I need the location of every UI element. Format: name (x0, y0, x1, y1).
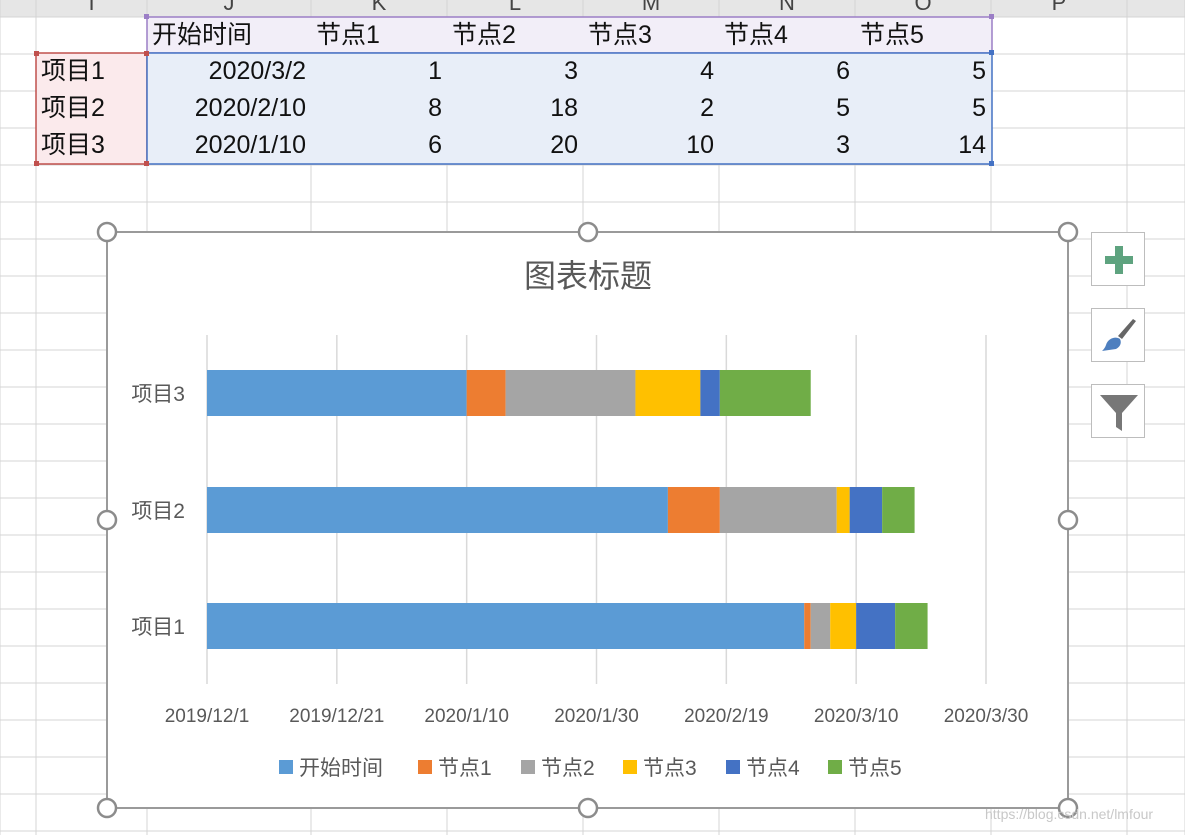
x-tick-label: 2019/12/1 (165, 706, 250, 727)
bar-segment[interactable] (836, 487, 850, 533)
table-cell[interactable]: 项目3 (41, 131, 105, 159)
bar-segment[interactable] (895, 603, 928, 649)
bar-segment[interactable] (810, 603, 831, 649)
plus-icon (1105, 246, 1133, 274)
table-cell[interactable]: 3 (564, 57, 578, 85)
bar-segment[interactable] (207, 370, 467, 416)
x-tick-label: 2020/3/30 (944, 706, 1029, 727)
table-cell[interactable]: 节点5 (860, 21, 924, 49)
table-cell[interactable]: 3 (836, 131, 850, 159)
chart-styles-button[interactable] (1091, 308, 1145, 362)
column-header[interactable]: O (914, 0, 932, 15)
table-cell[interactable]: 2 (700, 94, 714, 122)
bar-segment[interactable] (856, 603, 896, 649)
column-header[interactable]: N (779, 0, 795, 15)
legend-label[interactable]: 开始时间 (299, 757, 383, 780)
resize-handle[interactable] (1057, 509, 1079, 531)
resize-handle[interactable] (96, 797, 118, 819)
bar-segment[interactable] (505, 370, 636, 416)
legend-label[interactable]: 节点1 (438, 757, 492, 780)
legend-label[interactable]: 节点4 (746, 757, 800, 780)
column-header[interactable]: J (223, 0, 235, 15)
table-cell[interactable]: 节点1 (316, 21, 380, 49)
y-tick-label: 项目1 (131, 616, 185, 639)
chart-title[interactable]: 图表标题 (524, 258, 652, 294)
table-cell[interactable]: 项目1 (41, 57, 105, 85)
x-tick-label: 2020/1/10 (424, 706, 509, 727)
column-header[interactable]: L (508, 0, 522, 15)
legend-label[interactable]: 节点5 (848, 757, 902, 780)
column-header[interactable]: K (371, 0, 387, 15)
table-cell[interactable]: 6 (836, 57, 850, 85)
legend-swatch (623, 760, 637, 774)
resize-handle[interactable] (1057, 797, 1079, 819)
chart-filters-button[interactable] (1091, 384, 1145, 438)
table-cell[interactable]: 5 (972, 94, 986, 122)
table-cell[interactable]: 14 (958, 131, 986, 159)
bar-segment[interactable] (667, 487, 720, 533)
legend-swatch (828, 760, 842, 774)
bar-segment[interactable] (882, 487, 915, 533)
watermark: https://blog.csdn.net/lmfour (985, 806, 1154, 822)
table-cell[interactable]: 1 (428, 57, 442, 85)
legend-swatch (279, 760, 293, 774)
table-cell[interactable]: 项目2 (41, 94, 105, 122)
table-cell[interactable]: 6 (428, 131, 442, 159)
filter-icon (1100, 395, 1138, 431)
resize-handle[interactable] (96, 509, 118, 531)
x-tick-label: 2020/2/19 (684, 706, 769, 727)
bar-segment[interactable] (466, 370, 506, 416)
x-tick-label: 2019/12/21 (289, 706, 384, 727)
bar-segment[interactable] (207, 603, 805, 649)
x-tick-label: 2020/1/30 (554, 706, 639, 727)
legend-swatch (418, 760, 432, 774)
table-cell[interactable]: 节点4 (724, 21, 788, 49)
x-tick-label: 2020/3/10 (814, 706, 899, 727)
chart-elements-button[interactable] (1091, 232, 1145, 286)
y-tick-label: 项目2 (131, 500, 185, 523)
y-tick-label: 项目3 (131, 383, 185, 406)
table-cell[interactable]: 10 (686, 131, 714, 159)
table-cell[interactable]: 节点3 (588, 21, 652, 49)
legend-swatch (521, 760, 535, 774)
table-cell[interactable]: 18 (550, 94, 578, 122)
bar-segment[interactable] (635, 370, 701, 416)
table-cell[interactable]: 5 (836, 94, 850, 122)
table-cell[interactable]: 8 (428, 94, 442, 122)
legend-swatch (726, 760, 740, 774)
table-cell[interactable]: 20 (550, 131, 578, 159)
bar-segment[interactable] (849, 487, 883, 533)
resize-handle[interactable] (96, 221, 118, 243)
bar-segment[interactable] (700, 370, 720, 416)
legend-label[interactable]: 节点2 (541, 757, 595, 780)
column-header[interactable]: I (88, 0, 95, 15)
table-cell[interactable]: 2020/2/10 (194, 94, 306, 122)
table-cell[interactable]: 4 (700, 57, 714, 85)
table-cell[interactable]: 开始时间 (152, 21, 253, 49)
brush-icon (1102, 319, 1136, 351)
table-cell[interactable]: 5 (972, 57, 986, 85)
resize-handle[interactable] (577, 797, 599, 819)
bar-segment[interactable] (719, 487, 837, 533)
resize-handle[interactable] (577, 221, 599, 243)
bar-segment[interactable] (830, 603, 857, 649)
bar-segment[interactable] (719, 370, 811, 416)
legend-label[interactable]: 节点3 (643, 757, 697, 780)
resize-handle[interactable] (1057, 221, 1079, 243)
column-header[interactable]: M (641, 0, 661, 15)
column-header[interactable]: P (1051, 0, 1067, 15)
table-cell[interactable]: 2020/3/2 (208, 57, 306, 85)
table-cell[interactable]: 节点2 (452, 21, 516, 49)
table-cell[interactable]: 2020/1/10 (194, 131, 306, 159)
bar-segment[interactable] (804, 603, 811, 649)
bar-segment[interactable] (207, 487, 668, 533)
